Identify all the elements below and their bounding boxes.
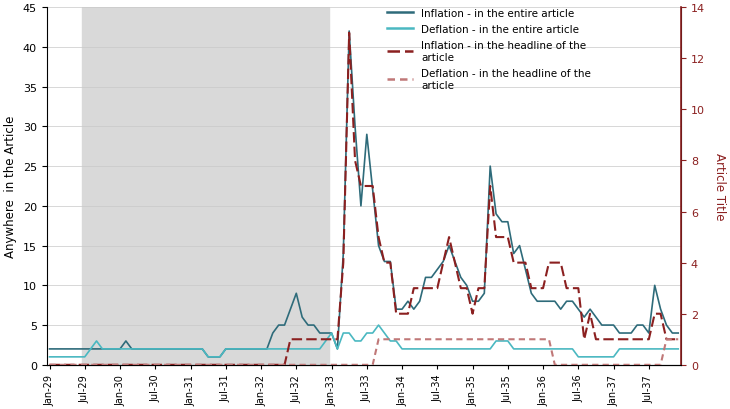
Y-axis label: Anywhere  in the Article: Anywhere in the Article [4,115,18,258]
Y-axis label: Article Title: Article Title [712,153,726,220]
Bar [82,8,328,365]
Legend: Inflation - in the entire article, Deflation - in the entire article, Inflation : Inflation - in the entire article, Defla… [383,4,596,94]
